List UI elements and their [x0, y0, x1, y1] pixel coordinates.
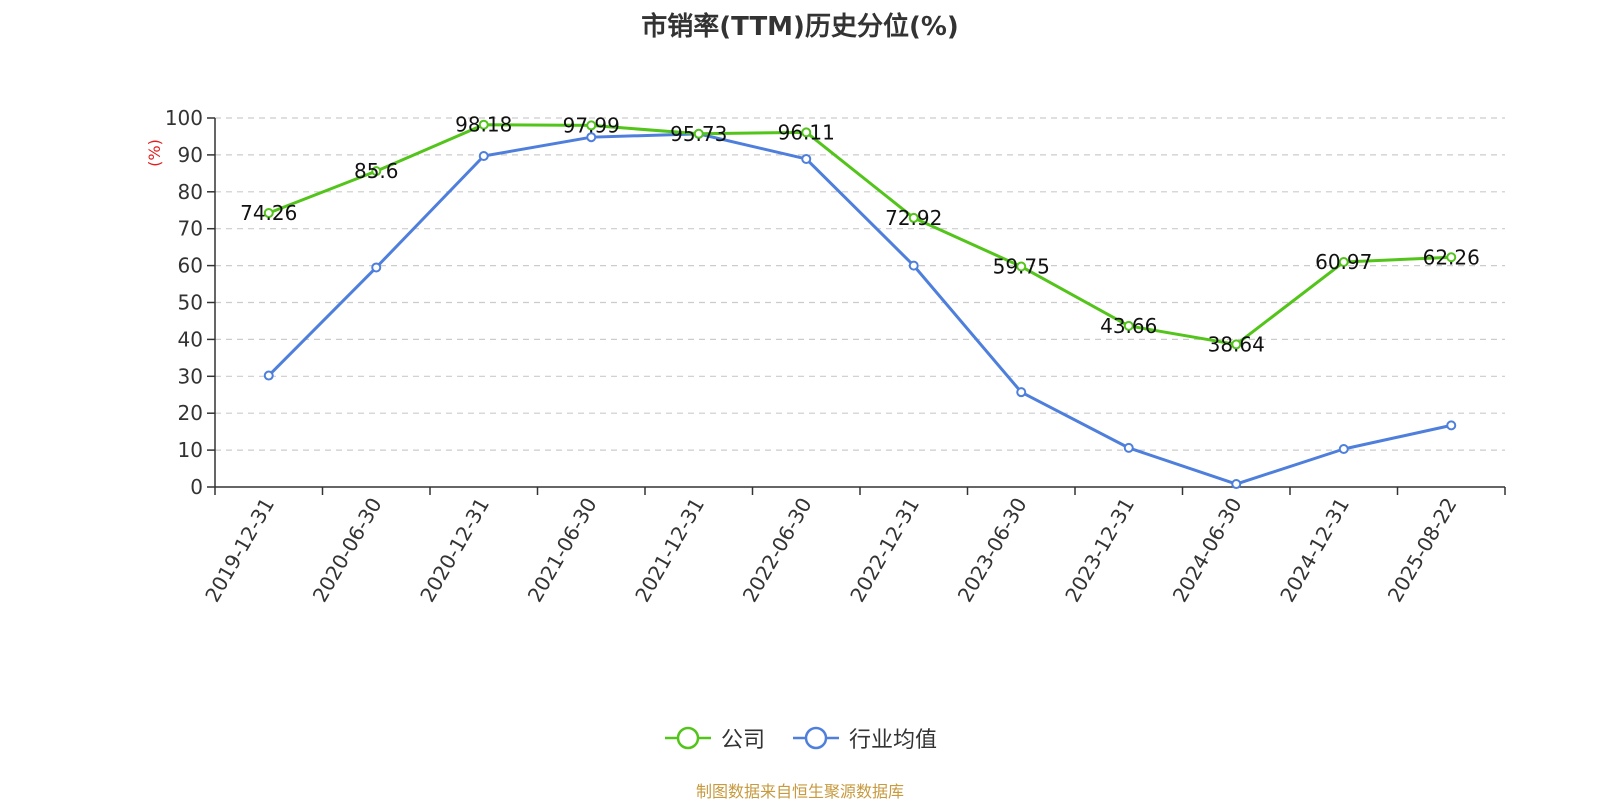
data-point	[693, 128, 704, 139]
x-tick-label: 2023-06-30	[953, 494, 1032, 607]
x-tick-label: 2021-06-30	[523, 494, 602, 607]
legend-marker-circle	[676, 726, 700, 750]
x-tick-label: 2022-12-31	[845, 494, 924, 607]
data-point	[263, 207, 274, 218]
x-tick-label: 2025-08-22	[1383, 494, 1462, 607]
x-tick-label: 2024-06-30	[1168, 494, 1247, 607]
data-point	[1016, 261, 1027, 272]
x-tick-label: 2019-12-31	[200, 494, 279, 607]
x-tick-label: 2021-12-31	[630, 494, 709, 607]
data-point	[908, 212, 919, 223]
x-tick-label: 2023-12-31	[1060, 494, 1139, 607]
legend-item-company[interactable]: 公司	[663, 722, 765, 754]
series-line-industry-average	[267, 132, 1452, 486]
data-point	[263, 370, 274, 381]
y-tick-label: 60	[178, 254, 203, 278]
data-point	[1338, 443, 1349, 454]
x-tick-label: 2022-06-30	[738, 494, 817, 607]
data-point	[1446, 252, 1457, 263]
data-label: 43.66	[1100, 314, 1157, 338]
data-labels: 74.26 85.6 98.18 97.99 95.73 96.11 72.92 59.75 4…	[240, 113, 1480, 357]
data-point	[801, 153, 812, 164]
y-axis-label: (%)	[145, 139, 164, 167]
data-point	[908, 260, 919, 271]
data-point	[478, 151, 489, 162]
data-label: 97.99	[563, 113, 620, 137]
y-tick-label: 30	[178, 364, 203, 388]
y-tick-label: 50	[178, 291, 203, 315]
series-lines	[263, 119, 1457, 490]
chart-title: 市销率(TTM)历史分位(%)	[641, 12, 959, 42]
x-tick-label: 2020-06-30	[308, 494, 387, 607]
y-tick-label: 70	[178, 217, 203, 241]
grid-lines	[215, 117, 1505, 451]
data-point	[1123, 320, 1134, 331]
data-label: 60.97	[1315, 250, 1372, 274]
data-point	[1446, 420, 1457, 431]
series-line-company	[268, 123, 1452, 346]
legend-label: 公司	[720, 728, 765, 753]
data-point	[1016, 387, 1027, 398]
data-point	[1338, 257, 1349, 268]
data-point	[371, 262, 382, 273]
data-point	[1231, 479, 1242, 490]
legend-item-industry-average[interactable]: 行业均值	[791, 722, 937, 754]
data-point	[478, 119, 489, 130]
y-tick-label: 80	[178, 180, 203, 204]
legend-marker-circle	[804, 726, 828, 750]
data-point	[1123, 442, 1134, 453]
data-label: 59.75	[993, 255, 1050, 279]
source-note: 制图数据来自恒生聚源数据库	[695, 782, 904, 801]
legend-marker-icon	[664, 726, 711, 750]
data-label: 95.73	[670, 122, 727, 146]
data-label: 74.26	[240, 201, 297, 225]
legend-marker-icon	[793, 726, 839, 750]
x-tick-label: 2024-12-31	[1275, 494, 1354, 607]
y-tick-label: 40	[178, 327, 203, 351]
y-tick-label: 10	[178, 438, 203, 462]
legend-label: 行业均值	[849, 728, 938, 753]
x-tick-label: 2020-12-31	[415, 494, 494, 607]
legend: 公司 行业均值	[0, 722, 1600, 754]
data-label: 72.92	[885, 206, 942, 230]
data-point	[586, 132, 597, 143]
data-point	[371, 166, 382, 177]
data-label: 62.26	[1423, 245, 1480, 269]
y-tick-label: 20	[178, 401, 203, 425]
data-point	[801, 127, 812, 138]
data-label: 85.6	[354, 159, 399, 183]
y-tick-label: 90	[178, 143, 203, 167]
data-point	[586, 120, 597, 131]
data-label: 38.64	[1208, 332, 1265, 356]
y-tick-label: 0	[190, 475, 203, 499]
y-tick-label: 100	[165, 106, 203, 130]
data-point	[1231, 339, 1242, 350]
data-label: 98.18	[455, 113, 512, 137]
data-label: 96.11	[778, 120, 835, 144]
